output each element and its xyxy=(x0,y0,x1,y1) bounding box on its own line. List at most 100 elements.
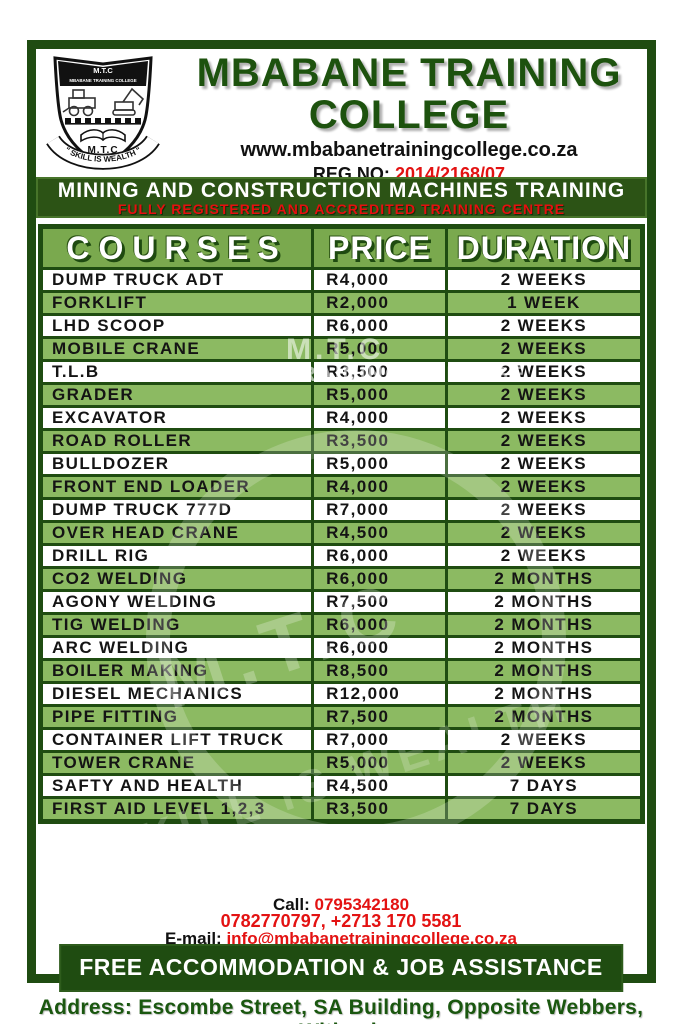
contact-phones-line: 0782770797, +2713 170 5581 xyxy=(0,911,682,931)
price-cell: R3,500 xyxy=(311,796,448,823)
course-cell: BULLDOZER xyxy=(38,451,315,477)
duration-cell: 2 MONTHS xyxy=(444,635,645,661)
duration-cell: 2 WEEKS xyxy=(444,497,645,523)
table-row: ROAD ROLLER R3,500 2 WEEKS xyxy=(38,428,645,454)
column-header-price: PRICE xyxy=(311,225,448,270)
course-cell: CONTAINER LIFT TRUCK xyxy=(38,727,315,753)
course-cell: TIG WELDING xyxy=(38,612,315,638)
table-row: TOWER CRANE R5,000 2 WEEKS xyxy=(38,750,645,776)
price-cell: R7,500 xyxy=(311,589,448,615)
course-cell: DUMP TRUCK ADT xyxy=(38,267,315,293)
price-cell: R6,000 xyxy=(311,543,448,569)
contact-block: Call: 0795342180 0782770797, +2713 170 5… xyxy=(0,895,682,947)
duration-cell: 2 WEEKS xyxy=(444,428,645,454)
duration-cell: 7 DAYS xyxy=(444,773,645,799)
table-row: BOILER MAKING R8,500 2 MONTHS xyxy=(38,658,645,684)
duration-cell: 2 MONTHS xyxy=(444,589,645,615)
price-cell: R5,000 xyxy=(311,451,448,477)
course-cell: FRONT END LOADER xyxy=(38,474,315,500)
price-cell: R6,000 xyxy=(311,566,448,592)
free-accommodation-banner: FREE ACCOMMODATION & JOB ASSISTANCE xyxy=(59,944,623,992)
duration-cell: 2 WEEKS xyxy=(444,336,645,362)
duration-cell: 2 WEEKS xyxy=(444,359,645,385)
table-row: DIESEL MECHANICS R12,000 2 MONTHS xyxy=(38,681,645,707)
table-row: DUMP TRUCK ADT R4,000 2 WEEKS xyxy=(38,267,645,293)
course-cell: ROAD ROLLER xyxy=(38,428,315,454)
table-row: FRONT END LOADER R4,000 2 WEEKS xyxy=(38,474,645,500)
table-row: EXCAVATOR R4,000 2 WEEKS xyxy=(38,405,645,431)
duration-cell: 2 WEEKS xyxy=(444,382,645,408)
course-cell: FIRST AID LEVEL 1,2,3 xyxy=(38,796,315,823)
price-cell: R6,000 xyxy=(311,313,448,339)
price-cell: R7,000 xyxy=(311,727,448,753)
price-cell: R7,500 xyxy=(311,704,448,730)
college-logo: M.T.C MBABANE TRAINING COLLEGE M.T.C xyxy=(46,56,160,170)
duration-cell: 2 WEEKS xyxy=(444,451,645,477)
duration-cell: 2 WEEKS xyxy=(444,405,645,431)
table-row: AGONY WELDING R7,500 2 MONTHS xyxy=(38,589,645,615)
logo-band-mtc-text: M.T.C xyxy=(93,66,113,75)
phone-number-2: 0782770797 xyxy=(220,911,321,931)
course-cell: PIPE FITTING xyxy=(38,704,315,730)
course-cell: ARC WELDING xyxy=(38,635,315,661)
email-label: E-mail: xyxy=(165,929,222,948)
course-cell: GRADER xyxy=(38,382,315,408)
price-cell: R4,000 xyxy=(311,267,448,293)
gear-teeth-icon xyxy=(65,118,141,125)
table-row: DRILL RIG R6,000 2 WEEKS xyxy=(38,543,645,569)
duration-cell: 2 MONTHS xyxy=(444,566,645,592)
course-cell: EXCAVATOR xyxy=(38,405,315,431)
ribbon-band xyxy=(47,136,159,168)
duration-cell: 2 WEEKS xyxy=(444,474,645,500)
logo-center-mtc-text: M.T.C xyxy=(87,145,118,156)
courses-table: COURSES PRICE DURATION DUMP TRUCK ADT R4… xyxy=(38,224,645,824)
contact-email-line: E-mail: info@mbabanetrainingcollege.co.z… xyxy=(0,930,682,947)
header-title-block: MBABANE TRAINING COLLEGE www.mbabanetrai… xyxy=(168,52,650,185)
table-row: TIG WELDING R6,000 2 MONTHS xyxy=(38,612,645,638)
phone-number-3: +2713 170 5581 xyxy=(330,911,462,931)
phone-separator: , xyxy=(320,911,331,931)
table-row: GRADER R5,000 2 WEEKS xyxy=(38,382,645,408)
duration-cell: 2 MONTHS xyxy=(444,658,645,684)
college-name-line1: MBABANE TRAINING xyxy=(196,51,622,95)
course-cell: BOILER MAKING xyxy=(38,658,315,684)
price-cell: R6,000 xyxy=(311,612,448,638)
price-cell: R5,000 xyxy=(311,750,448,776)
course-cell: FORKLIFT xyxy=(38,290,315,316)
course-cell: CO2 WELDING xyxy=(38,566,315,592)
table-row: FIRST AID LEVEL 1,2,3 R3,500 7 DAYS xyxy=(38,796,645,823)
table-row: ARC WELDING R6,000 2 MONTHS xyxy=(38,635,645,661)
table-row: DUMP TRUCK 777D R7,000 2 WEEKS xyxy=(38,497,645,523)
table-header-row: COURSES PRICE DURATION xyxy=(38,225,645,270)
table-row: OVER HEAD CRANE R4,500 2 WEEKS xyxy=(38,520,645,546)
price-cell: R12,000 xyxy=(311,681,448,707)
table-row: T.L.B R3,500 2 WEEKS xyxy=(38,359,645,385)
price-cell: R4,000 xyxy=(311,474,448,500)
price-cell: R4,000 xyxy=(311,405,448,431)
duration-cell: 2 MONTHS xyxy=(444,681,645,707)
course-cell: MOBILE CRANE xyxy=(38,336,315,362)
price-cell: R8,500 xyxy=(311,658,448,684)
logo-top-band xyxy=(58,61,148,86)
price-cell: R3,500 xyxy=(311,428,448,454)
price-cell: R4,500 xyxy=(311,520,448,546)
course-cell: LHD SCOOP xyxy=(38,313,315,339)
duration-cell: 2 WEEKS xyxy=(444,267,645,293)
price-cell: R3,500 xyxy=(311,359,448,385)
phone-number-1: 0795342180 xyxy=(314,895,410,914)
duration-cell: 7 DAYS xyxy=(444,796,645,823)
duration-cell: 2 WEEKS xyxy=(444,750,645,776)
price-cell: R5,000 xyxy=(311,336,448,362)
duration-cell: 2 WEEKS xyxy=(444,520,645,546)
duration-cell: 2 WEEKS xyxy=(444,543,645,569)
address-line: Address: Escombe Street, SA Building, Op… xyxy=(38,996,644,1024)
website-url: www.mbabanetrainingcollege.co.za xyxy=(240,139,578,161)
price-cell: R5,000 xyxy=(311,382,448,408)
mining-banner: MINING AND CONSTRUCTION MACHINES TRAININ… xyxy=(36,177,647,218)
course-cell: AGONY WELDING xyxy=(38,589,315,615)
college-name-line2: COLLEGE xyxy=(308,93,510,137)
duration-cell: 2 WEEKS xyxy=(444,313,645,339)
price-cell: R6,000 xyxy=(311,635,448,661)
table-row: CO2 WELDING R6,000 2 MONTHS xyxy=(38,566,645,592)
